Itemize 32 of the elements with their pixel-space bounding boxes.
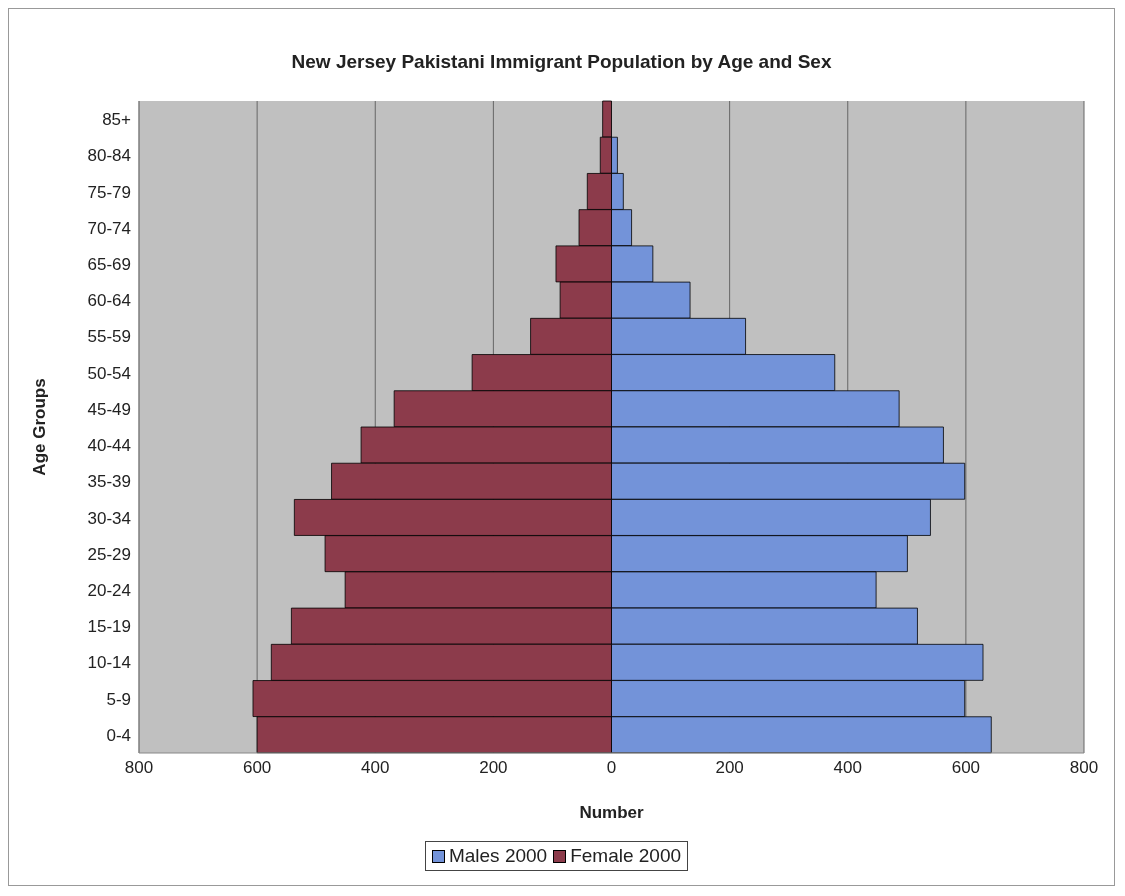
chart-title: New Jersey Pakistani Immigrant Population by Age and Sex: [290, 50, 833, 74]
y-tick-label: 30-34: [87, 508, 131, 528]
x-tick-label: 800: [1069, 758, 1099, 778]
x-tick-label: 600: [951, 758, 981, 778]
x-tick-label: 200: [715, 758, 744, 778]
y-tick-label: 65-69: [87, 255, 131, 275]
y-tick-label: 0-4: [106, 725, 131, 745]
y-tick-label: 80-84: [87, 146, 131, 166]
y-tick-label: 85+: [102, 110, 132, 130]
y-axis-title: Age Groups: [30, 378, 50, 476]
x-tick-label: 400: [361, 758, 390, 778]
x-tick-label: 800: [124, 758, 154, 778]
legend-label: Males 2000: [447, 845, 548, 867]
y-tick-label: 75-79: [87, 182, 131, 202]
legend-label: Female 2000: [569, 845, 682, 867]
y-tick-label: 55-59: [87, 327, 131, 347]
y-tick-label: 50-54: [87, 363, 131, 383]
x-tick-label: 400: [833, 758, 862, 778]
y-tick-label: 10-14: [87, 653, 131, 673]
y-tick-label: 40-44: [87, 436, 131, 456]
y-tick-label: 35-39: [87, 472, 131, 492]
y-tick-label: 25-29: [87, 544, 131, 564]
y-tick-label: 20-24: [87, 581, 131, 601]
y-tick-label: 60-64: [87, 291, 131, 311]
y-tick-label: 45-49: [87, 399, 131, 419]
y-tick-label: 15-19: [87, 617, 131, 637]
x-tick-label: 200: [479, 758, 508, 778]
x-tick-label: 600: [242, 758, 272, 778]
y-tick-label: 5-9: [106, 689, 131, 709]
y-tick-label: 70-74: [87, 218, 131, 238]
x-tick-label: 0: [606, 758, 617, 778]
x-axis-title: Number: [579, 803, 644, 822]
